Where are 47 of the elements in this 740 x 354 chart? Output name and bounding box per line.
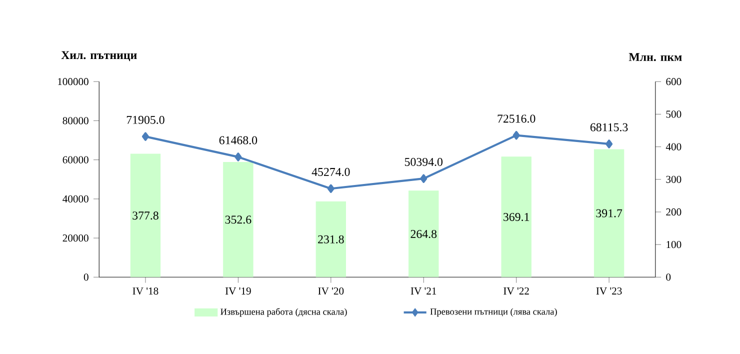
legend-label: Извършена работа (дясна скала)	[220, 308, 347, 317]
data-label: 45274.0	[312, 168, 350, 176]
point	[420, 174, 428, 184]
data-label: 231.8	[318, 235, 344, 244]
point	[234, 152, 242, 162]
y2-axis-title: Млн. пкм	[628, 53, 682, 62]
data-label: 369.1	[504, 213, 530, 222]
point	[512, 131, 520, 140]
y-tick-label: 20000	[62, 234, 88, 242]
x-tick-label: IV '22	[504, 288, 529, 295]
y2-tick-label: 300	[666, 176, 682, 184]
y-tick-label: 0	[84, 274, 88, 281]
y2-tick-label: 0	[666, 274, 671, 281]
y-tick-label: 80000	[62, 117, 88, 124]
bar	[130, 154, 161, 278]
y-axis-title: Хил. пътници	[61, 51, 137, 62]
bar	[408, 190, 439, 278]
x-tick-label: IV '18	[132, 288, 158, 295]
y-tick-label: 40000	[62, 195, 88, 203]
data-label: 391.7	[596, 209, 622, 218]
data-label: 377.8	[132, 212, 158, 220]
bar	[223, 162, 254, 278]
y2-tick-label: 200	[666, 208, 682, 216]
bar	[594, 149, 624, 278]
y2-tick-label: 600	[666, 78, 682, 86]
data-label: 50394.0	[404, 158, 442, 166]
data-label: 71905.0	[126, 116, 164, 124]
legend-label: Превозени пътници (лява скала)	[430, 308, 557, 317]
bar	[316, 201, 346, 278]
point	[142, 132, 150, 141]
data-label: 72516.0	[498, 114, 536, 123]
y2-tick-label: 400	[666, 143, 682, 150]
data-label: 352.6	[225, 216, 252, 224]
y2-tick-label: 500	[666, 110, 682, 118]
data-label: 264.8	[410, 230, 437, 238]
data-label: 68115.3	[590, 123, 628, 132]
x-tick-label: IV '21	[410, 288, 436, 295]
x-tick-label: IV '23	[596, 288, 622, 295]
y-tick-label: 100000	[58, 78, 88, 86]
x-tick-label: IV '20	[318, 288, 344, 295]
y-tick-label: 60000	[62, 156, 88, 164]
point	[327, 184, 334, 194]
x-tick-label: IV '19	[225, 288, 251, 295]
bar	[501, 156, 532, 278]
y2-tick-label: 100	[666, 241, 682, 248]
point	[606, 140, 613, 148]
data-label: 61468.0	[219, 136, 258, 144]
